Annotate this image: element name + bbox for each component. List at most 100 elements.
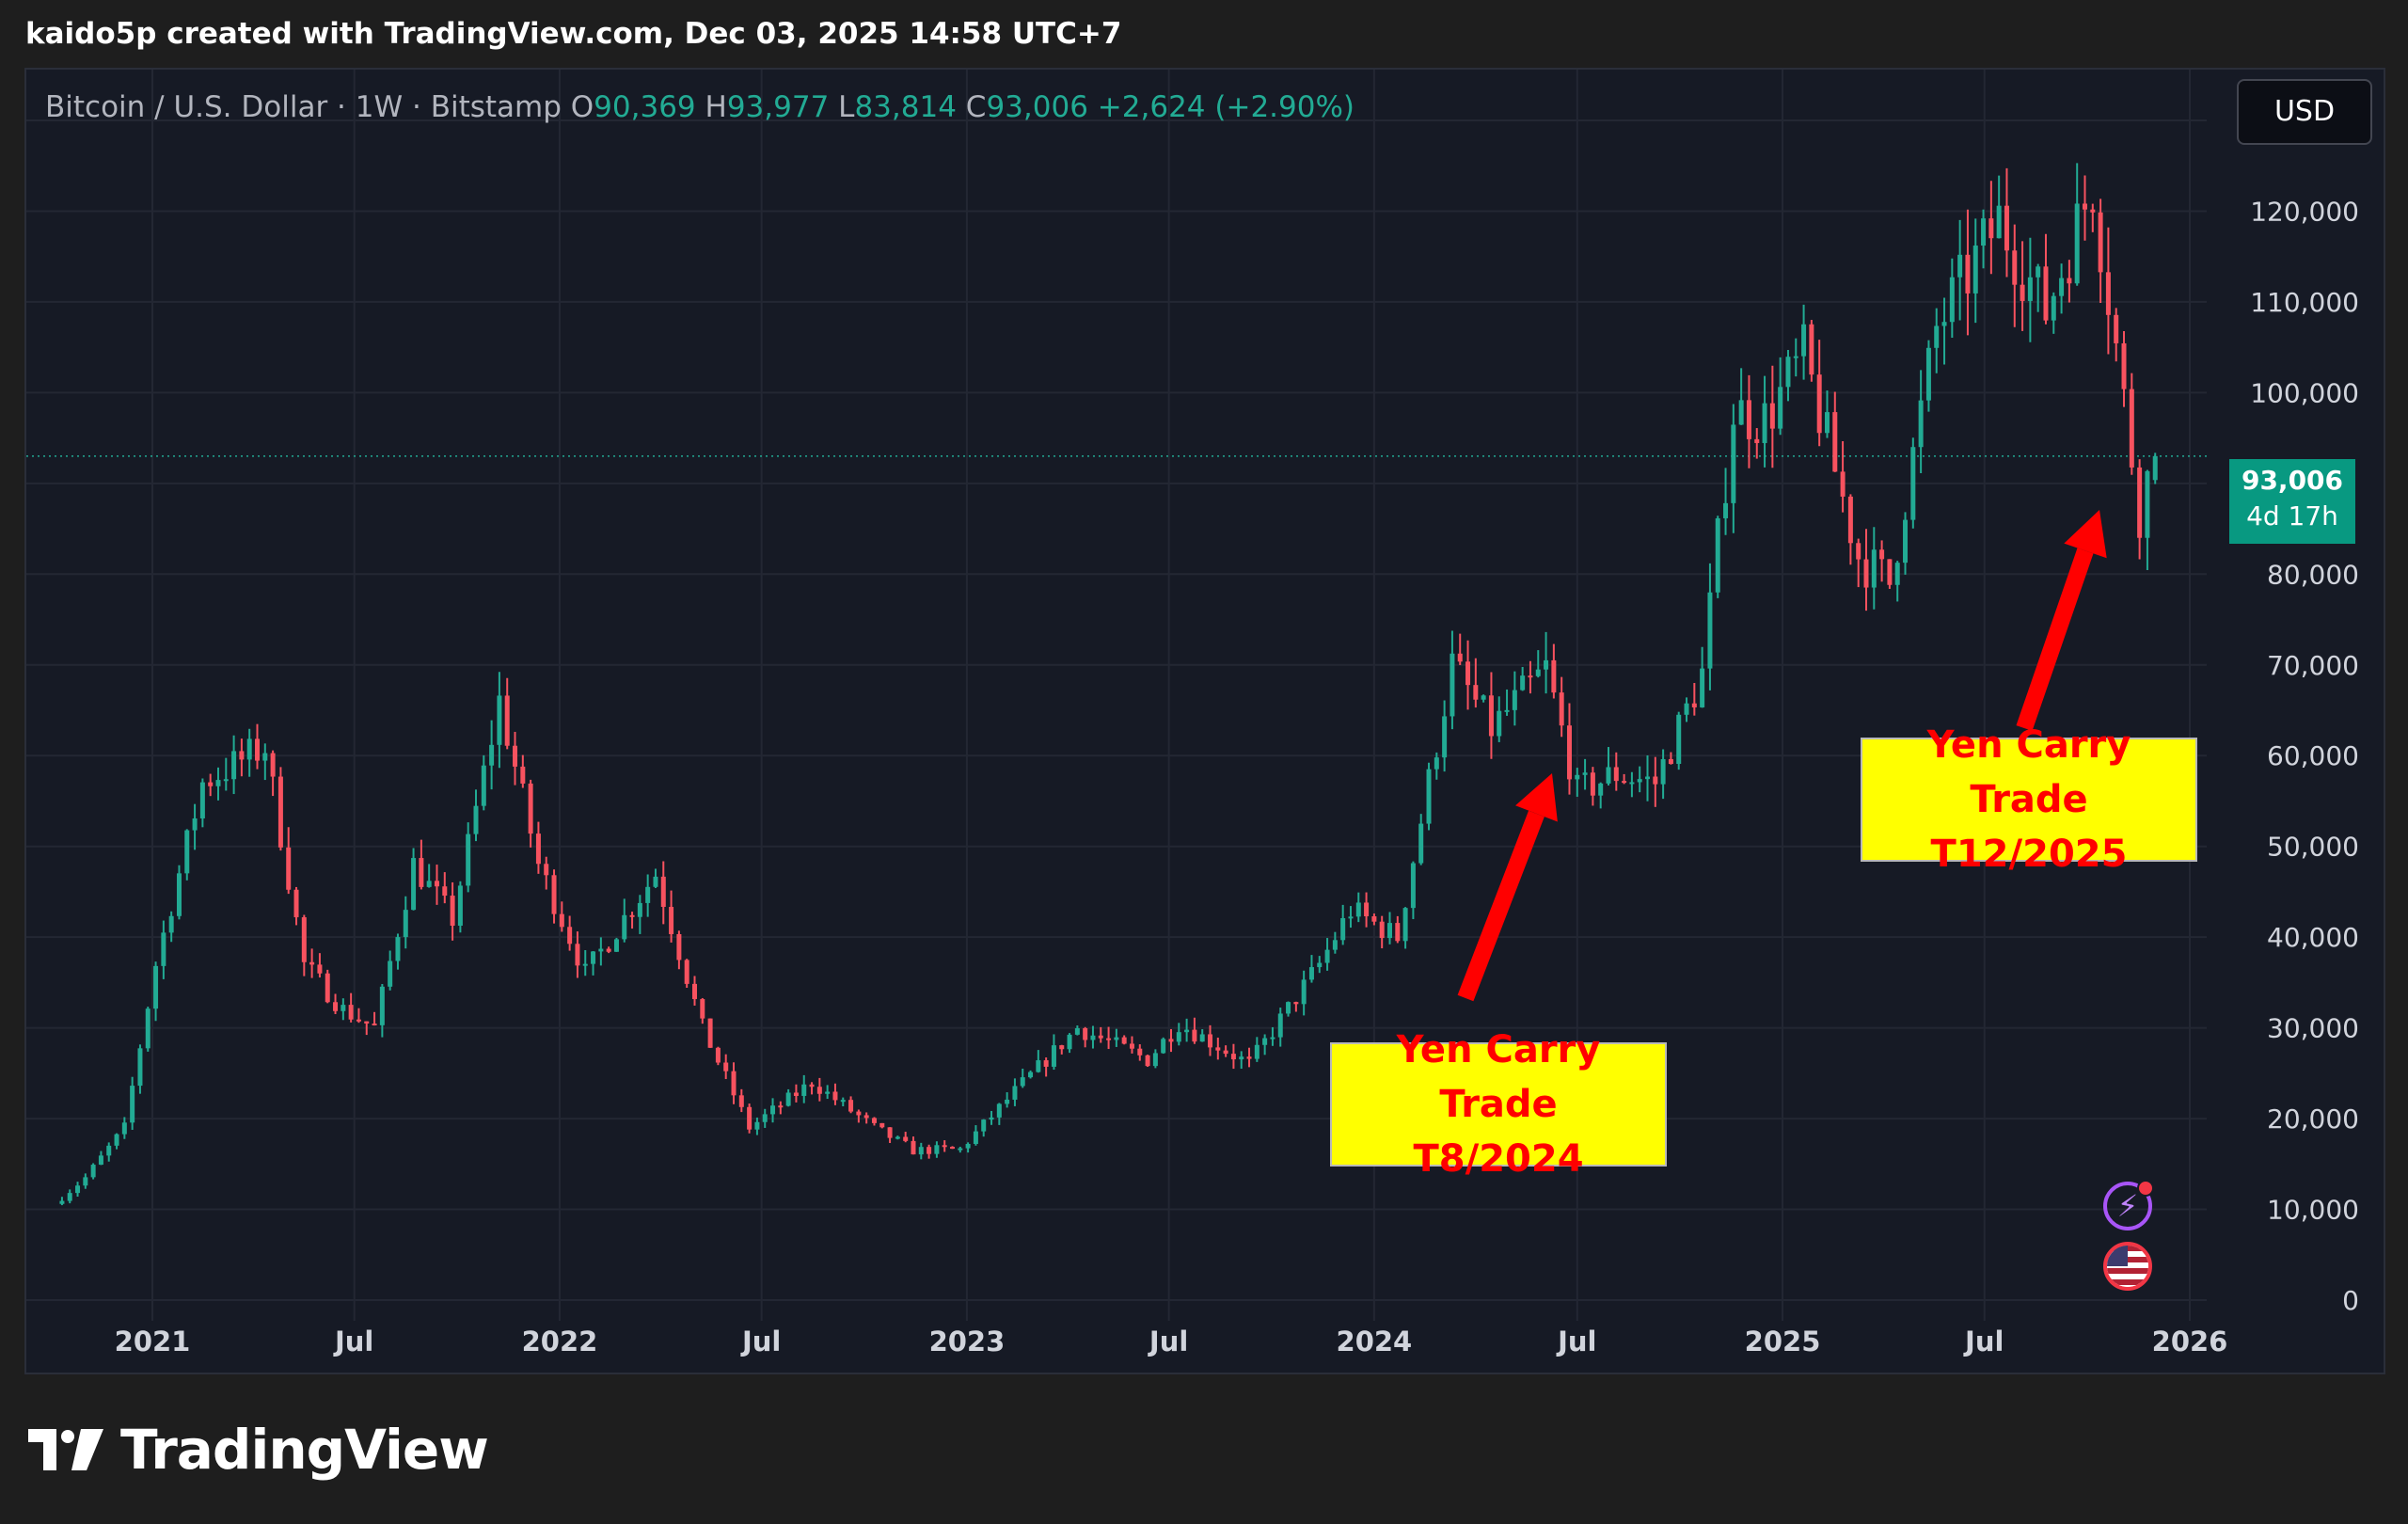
candle-body: [816, 1087, 822, 1094]
annotation-yen-carry-2025[interactable]: Yen Carry Trade T12/2025: [1861, 723, 2197, 876]
candles: [59, 163, 2158, 1206]
candle-body: [660, 876, 666, 908]
candle-body: [1785, 357, 1791, 388]
candle-body: [1856, 543, 1861, 560]
candle-body: [192, 818, 198, 831]
candle-body: [1535, 669, 1541, 676]
candle-body: [1528, 675, 1533, 678]
tradingview-logo: TradingView: [28, 1418, 489, 1482]
candle-body: [2114, 314, 2119, 343]
candle-body: [2043, 266, 2049, 321]
us-flag-icon[interactable]: [2103, 1242, 2152, 1291]
candle-body: [1894, 563, 1900, 585]
candle-body: [1613, 767, 1619, 782]
candle-body: [1286, 1002, 1291, 1014]
candle-body: [613, 939, 619, 952]
candle-body: [1340, 917, 1346, 941]
candle-body: [1824, 412, 1830, 434]
candle-body: [473, 805, 479, 834]
annotation-yen-carry-2024[interactable]: Yen Carry Trade T8/2024: [1330, 1028, 1667, 1181]
candle-body: [1129, 1043, 1134, 1049]
candle-body: [1386, 923, 1392, 939]
candle-body: [1738, 400, 1744, 425]
candle-body: [1277, 1013, 1283, 1038]
candle-body: [785, 1092, 791, 1106]
candle-body: [575, 944, 580, 966]
candle-body: [927, 1147, 932, 1154]
candle-body: [1223, 1050, 1228, 1055]
annotation-line-2: T12/2025: [1930, 833, 2128, 876]
candle-body: [2145, 470, 2150, 538]
price-tick-label: 110,000: [2250, 287, 2359, 318]
open-label: O: [570, 90, 594, 124]
candle-body: [504, 695, 510, 746]
candle-body: [2129, 389, 2134, 468]
candle-body: [965, 1144, 971, 1149]
price-axis: 0 10,000 20,000 30,000 40,000 50,000 60,000 70,…: [2250, 105, 2359, 1316]
candle-body: [1059, 1045, 1065, 1050]
candle-body: [1308, 967, 1314, 980]
candle-body: [1769, 403, 1775, 429]
candle-body: [1816, 374, 1822, 434]
candle-body: [1575, 774, 1580, 780]
candle-body: [863, 1115, 869, 1119]
candle-body: [622, 914, 627, 940]
last-price-value: 93,006: [2241, 465, 2344, 496]
candle-body: [1488, 695, 1494, 737]
candle-body: [286, 847, 292, 890]
brand-name: TradingView: [120, 1418, 489, 1482]
candle-body: [676, 933, 682, 960]
candle-body: [372, 1024, 377, 1026]
candle-body: [1925, 347, 1931, 401]
candle-body: [1544, 659, 1549, 670]
candle-body: [395, 937, 401, 961]
candle-body: [1262, 1038, 1268, 1045]
flag-canton: [2107, 1246, 2128, 1266]
candle-body: [1067, 1034, 1072, 1050]
candle-body: [1746, 400, 1751, 439]
time-tick-label: Jul: [740, 1326, 781, 1357]
candle-body: [1660, 758, 1666, 785]
candle-body: [83, 1177, 88, 1186]
candle-body: [176, 873, 182, 916]
candle-body: [1731, 424, 1736, 503]
candle-body: [2082, 203, 2087, 210]
candle-body: [567, 927, 573, 945]
candle-body: [1622, 781, 1627, 784]
candle-body: [2098, 212, 2103, 273]
candle-body: [277, 776, 283, 848]
symbol-description[interactable]: Bitcoin / U.S. Dollar · 1W · Bitstamp: [45, 90, 562, 124]
candle-body: [669, 907, 674, 934]
currency-button[interactable]: USD: [2237, 79, 2372, 145]
candle-body: [1161, 1039, 1166, 1054]
candle-body: [1981, 218, 1987, 246]
chart-panel[interactable]: 0 10,000 20,000 30,000 40,000 50,000 60,000 70,…: [24, 68, 2385, 1374]
candle-body: [591, 951, 596, 964]
candle-body: [1520, 675, 1526, 691]
price-tick-label: 40,000: [2267, 922, 2359, 953]
price-chart[interactable]: 0 10,000 20,000 30,000 40,000 50,000 60,000 70,…: [26, 70, 2384, 1373]
candle-body: [770, 1105, 776, 1115]
candle-body: [2059, 278, 2065, 296]
candle-body: [293, 889, 299, 918]
candle-body: [653, 876, 658, 887]
candle-body: [1012, 1086, 1018, 1100]
candle-body: [700, 999, 705, 1019]
candle-body: [153, 965, 159, 1009]
candle-body: [403, 910, 408, 938]
candle-body: [1707, 592, 1713, 669]
candle-body: [2105, 272, 2111, 315]
symbol-legend[interactable]: Bitcoin / U.S. Dollar · 1W · Bitstamp O9…: [45, 90, 1354, 124]
candle-body: [1559, 692, 1564, 726]
candle-body: [1582, 772, 1588, 775]
chart-attribution: kaido5p created with TradingView.com, De…: [25, 17, 1122, 51]
candle-body: [255, 738, 261, 761]
candle-body: [1192, 1029, 1197, 1042]
candle-body: [2012, 250, 2018, 285]
arrows: [1457, 510, 2107, 1002]
candle-body: [1903, 519, 1909, 564]
ai-assistant-icon[interactable]: ⚡: [2103, 1180, 2154, 1230]
candle-body: [426, 881, 432, 887]
candle-body: [1184, 1029, 1190, 1033]
candle-body: [950, 1147, 956, 1150]
